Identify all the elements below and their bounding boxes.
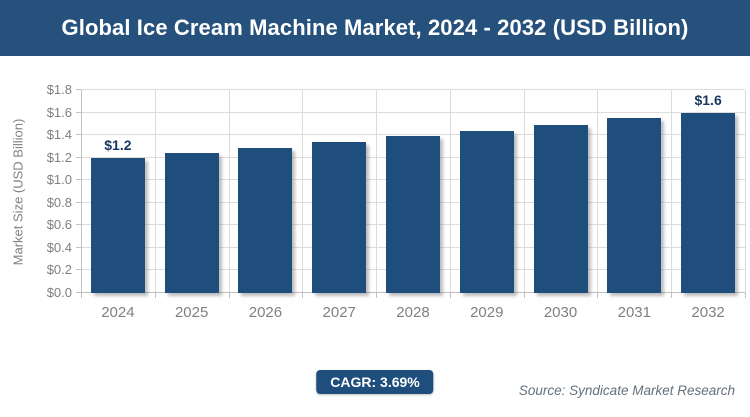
x-tick-mark bbox=[302, 293, 303, 298]
x-tick-label: 2027 bbox=[322, 304, 356, 321]
bar bbox=[238, 147, 293, 293]
bar bbox=[312, 141, 367, 293]
x-tick-label: 2031 bbox=[617, 304, 651, 321]
x-tick-label: 2029 bbox=[470, 304, 504, 321]
cagr-badge: CAGR: 3.69% bbox=[316, 370, 434, 394]
gridline-v bbox=[376, 90, 377, 293]
x-tick-mark bbox=[229, 293, 230, 298]
bar bbox=[681, 112, 736, 293]
x-tick-mark bbox=[81, 293, 82, 298]
y-tick-mark bbox=[76, 134, 81, 136]
x-tick-mark bbox=[155, 293, 156, 298]
x-tick-mark bbox=[376, 293, 377, 298]
y-tick-label: $0.4 bbox=[46, 239, 72, 255]
y-tick-label: $1.2 bbox=[46, 149, 72, 165]
gridline-h bbox=[81, 111, 745, 113]
x-tick-label: 2026 bbox=[248, 304, 283, 321]
x-tick-label: 2025 bbox=[174, 304, 209, 321]
y-tick-label: $0.0 bbox=[46, 285, 72, 300]
y-tick-label: $1.0 bbox=[46, 172, 72, 188]
y-tick-mark bbox=[76, 224, 81, 226]
gridline-h bbox=[81, 89, 745, 90]
bar bbox=[459, 130, 514, 293]
x-tick-mark bbox=[671, 293, 672, 298]
x-tick-mark bbox=[450, 293, 451, 298]
chart-title: Global Ice Cream Machine Market, 2024 - … bbox=[61, 15, 689, 40]
gridline-v bbox=[597, 90, 598, 293]
x-tick-mark bbox=[745, 293, 746, 298]
gridline-h bbox=[81, 134, 745, 136]
x-tick-label: 2028 bbox=[396, 304, 430, 321]
y-axis-title: Market Size (USD Billion) bbox=[10, 118, 26, 266]
x-tick-mark bbox=[524, 293, 525, 298]
bar bbox=[164, 153, 219, 293]
gridline-v bbox=[745, 90, 746, 293]
gridline-v bbox=[155, 90, 156, 293]
y-tick-label: $0.2 bbox=[46, 262, 72, 278]
x-tick-label: 2024 bbox=[101, 304, 135, 321]
gridline-v bbox=[229, 90, 230, 293]
y-axis-line bbox=[81, 90, 82, 293]
y-tick-label: $0.8 bbox=[46, 194, 72, 210]
x-tick-label: 2032 bbox=[691, 304, 725, 321]
y-tick-mark bbox=[76, 89, 81, 90]
source-note: Source: Syndicate Market Research bbox=[518, 383, 735, 398]
gridline-v bbox=[450, 90, 451, 293]
y-tick-label: $1.4 bbox=[46, 127, 72, 143]
bar bbox=[607, 118, 662, 293]
chart-title-banner: Global Ice Cream Machine Market, 2024 - … bbox=[0, 0, 750, 56]
y-tick-mark bbox=[76, 111, 81, 113]
bar bbox=[90, 157, 145, 293]
gridline-v bbox=[524, 90, 525, 293]
plot-area: $0.0 $0.2 $0.4 $0.6 $0.8 $1.0 $1.2 $1.4 $1.6 $1.8… bbox=[47, 82, 746, 321]
bar bbox=[386, 136, 440, 293]
bar bbox=[533, 124, 588, 293]
y-tick-mark bbox=[76, 269, 81, 271]
y-tick-mark bbox=[76, 201, 81, 203]
y-tick-mark bbox=[76, 246, 81, 248]
x-tick-label: 2030 bbox=[543, 304, 578, 321]
y-tick-mark bbox=[76, 179, 81, 181]
y-tick-label: $1.6 bbox=[46, 104, 72, 120]
bar-value-label: $1.2 bbox=[104, 136, 132, 153]
y-tick-mark bbox=[76, 156, 81, 158]
gridline-v bbox=[302, 90, 303, 293]
bar-value-label: $1.6 bbox=[694, 91, 722, 108]
y-tick-label: $0.6 bbox=[46, 217, 72, 233]
x-tick-mark bbox=[597, 293, 598, 298]
gridline-v bbox=[671, 90, 672, 293]
y-tick-mark bbox=[76, 292, 81, 293]
y-tick-label: $1.8 bbox=[46, 82, 72, 97]
